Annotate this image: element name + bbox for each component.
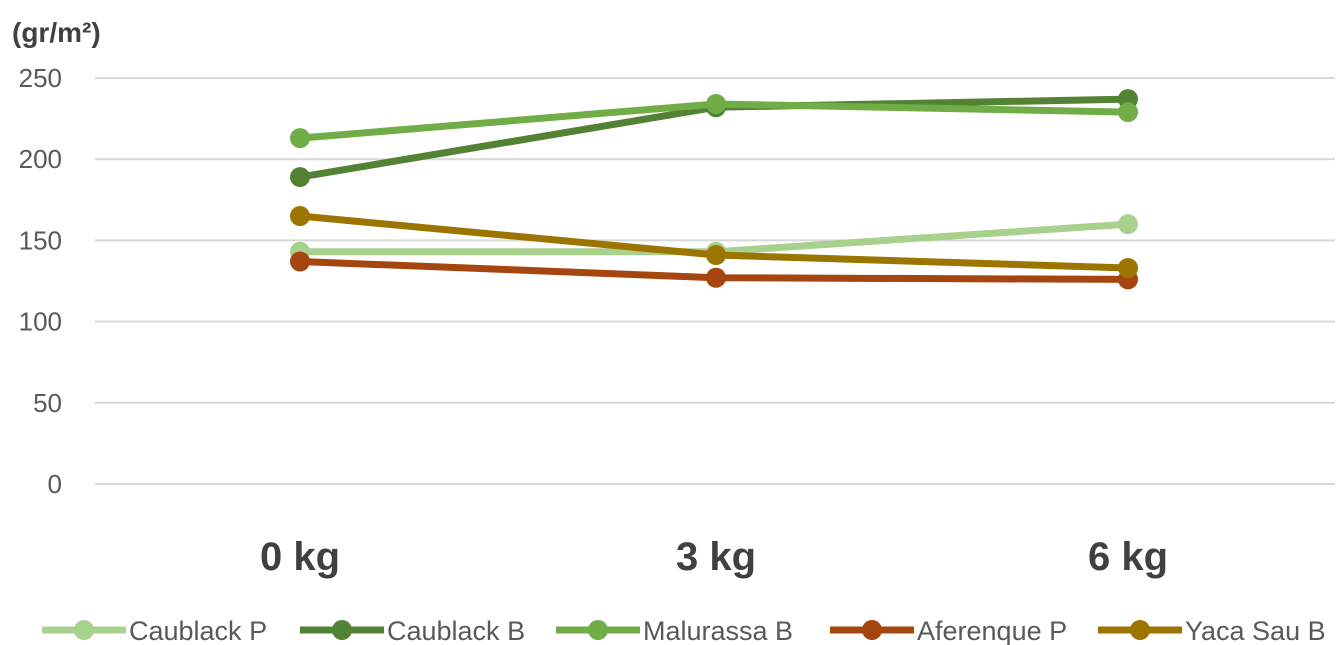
legend-swatch-marker-1 [332,620,352,640]
legend-swatch-marker-3 [862,620,882,640]
legend-item-3: Aferenque P [830,616,1067,645]
y-axis-unit-label: (gr/m²) [12,17,101,48]
legend-item-4: Yaca Sau B [1098,616,1326,645]
data-point-4-0 [290,206,310,227]
data-point-4-2 [1118,258,1138,279]
legend-label-1: Caublack B [387,616,525,645]
data-point-0-2 [1118,214,1138,235]
legend-item-2: Malurassa B [556,616,793,645]
legend-item-1: Caublack B [300,616,525,645]
x-tick-label-1: 3 kg [676,535,756,579]
legend-label-3: Aferenque P [917,616,1067,645]
data-point-3-0 [290,251,310,272]
legend: Caublack P Caublack B Malurassa B Aferenque… [42,616,1326,645]
data-point-1-0 [290,167,310,188]
legend-label-4: Yaca Sau B [1185,616,1326,645]
x-tick-label-2: 6 kg [1088,535,1168,579]
x-tick-label-0: 0 kg [260,535,340,579]
data-point-3-1 [706,267,726,288]
series-lines [290,89,1138,290]
y-tick-label-50: 50 [33,388,62,418]
data-point-2-0 [290,128,310,149]
data-point-2-2 [1118,102,1138,123]
legend-label-2: Malurassa B [643,616,793,645]
legend-swatch-marker-0 [74,620,94,640]
legend-item-0: Caublack P [42,616,267,645]
legend-label-0: Caublack P [129,616,267,645]
y-tick-label-0: 0 [48,469,62,499]
data-point-4-1 [706,245,726,266]
series-4 [290,206,1138,279]
y-tick-label-100: 100 [19,307,62,337]
series-2 [290,93,1138,149]
y-tick-label-250: 250 [19,63,62,93]
legend-swatch-marker-2 [588,620,608,640]
data-point-2-1 [706,93,726,114]
y-tick-label-150: 150 [19,225,62,255]
y-axis-tick-labels: 0 50 100 150 200 250 [19,63,62,499]
legend-swatch-marker-4 [1130,620,1150,640]
gridlines [95,77,1335,485]
x-axis-tick-labels: 0 kg 3 kg 6 kg [260,535,1168,579]
y-tick-label-200: 200 [19,144,62,174]
